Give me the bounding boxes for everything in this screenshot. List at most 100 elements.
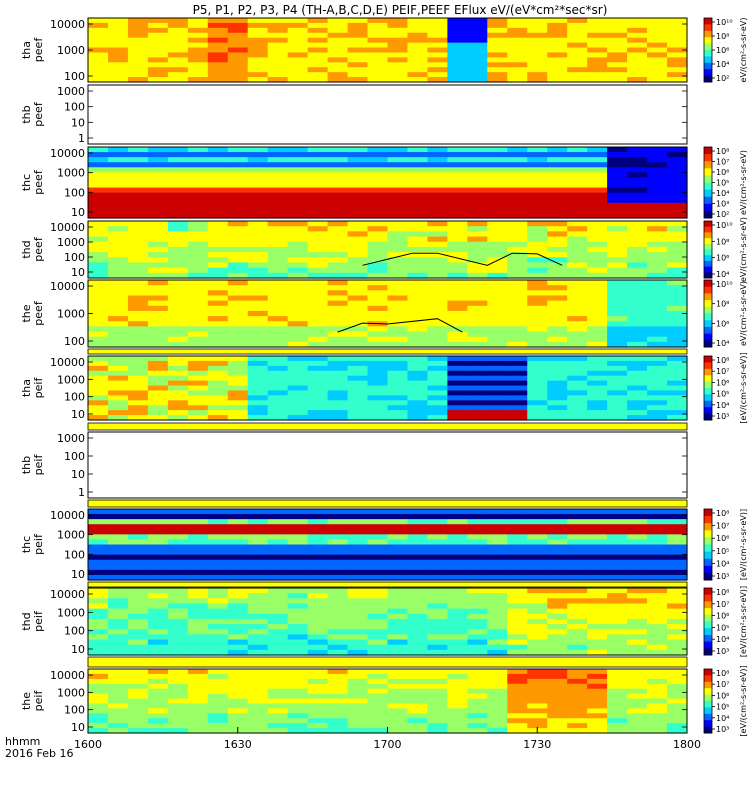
heatmap-cell	[147, 713, 169, 719]
heatmap-cell	[107, 62, 129, 68]
heatmap-cell	[627, 262, 648, 269]
colorbar-tick-label: 10⁶	[716, 254, 729, 263]
heatmap-cell	[207, 728, 229, 734]
heatmap-cell	[167, 182, 189, 189]
heatmap-cell	[627, 341, 648, 348]
heatmap-cell	[567, 221, 588, 227]
heatmap-cell	[547, 290, 568, 297]
heatmap-cell	[167, 683, 189, 690]
heatmap-cell	[447, 197, 468, 204]
heatmap-cell	[247, 67, 269, 73]
heatmap-cell	[607, 380, 628, 387]
heatmap-cell	[627, 569, 648, 576]
heatmap-cell	[147, 728, 169, 734]
heatmap-cell	[447, 207, 468, 214]
heatmap-cell	[147, 395, 169, 401]
heatmap-cell	[427, 549, 448, 556]
heatmap-cell	[307, 290, 329, 297]
heatmap-cell	[107, 678, 129, 685]
heatmap-cell	[507, 588, 528, 594]
heatmap-cell	[527, 316, 548, 322]
heatmap-cell	[127, 62, 149, 68]
heatmap-cell	[267, 683, 289, 690]
heatmap-cell	[447, 395, 468, 401]
x-tick-label: 1630	[224, 738, 252, 751]
heatmap-cell	[587, 673, 608, 680]
heatmap-cell	[207, 688, 229, 695]
heatmap-cell	[607, 321, 628, 327]
heatmap-cell	[447, 598, 468, 605]
heatmap-cell	[247, 37, 269, 44]
heatmap-cell	[607, 639, 628, 646]
heatmap-cell	[487, 723, 508, 729]
heatmap-cell	[207, 356, 229, 362]
heatmap-cell	[547, 698, 568, 705]
colorbar-tick-label: 10³	[716, 572, 729, 581]
heatmap-cell	[367, 405, 389, 411]
heatmap-cell	[167, 272, 189, 279]
heatmap-cell	[88, 703, 109, 709]
heatmap-cell	[647, 603, 668, 610]
heatmap-cell	[307, 300, 329, 307]
heatmap-cell	[467, 514, 488, 520]
heatmap-cell	[88, 593, 109, 599]
heatmap-cell	[307, 67, 329, 73]
heatmap-cell	[647, 574, 668, 581]
heatmap-cell	[627, 713, 648, 719]
heatmap-cell	[647, 683, 668, 690]
heatmap-cell	[647, 593, 668, 599]
heatmap-cell	[287, 187, 309, 194]
heatmap-cell	[647, 365, 668, 372]
heatmap-cell	[567, 152, 588, 158]
heatmap-cell	[247, 723, 269, 729]
heatmap-cell	[147, 177, 169, 184]
heatmap-cell	[407, 509, 429, 515]
heatmap-cell	[207, 246, 229, 253]
heatmap-cell	[567, 693, 588, 700]
heatmap-cell	[467, 300, 488, 307]
heatmap-cell	[627, 683, 648, 690]
heatmap-cell	[447, 285, 468, 291]
heatmap-cell	[167, 618, 189, 625]
y-tick-label: 100	[64, 101, 85, 114]
heatmap-cell	[127, 529, 149, 535]
heatmap-cell	[647, 267, 668, 274]
heatmap-cell	[547, 305, 568, 312]
heatmap-cell	[507, 713, 528, 719]
heatmap-cell	[247, 509, 269, 515]
heatmap-cell	[627, 202, 648, 209]
heatmap-cell	[447, 177, 468, 184]
heatmap-cell	[327, 197, 349, 204]
heatmap-cell	[147, 305, 169, 312]
heatmap-cell	[187, 713, 209, 719]
colorbar-tick-label: 10⁴	[716, 635, 729, 644]
heatmap-cell	[327, 316, 349, 322]
heatmap-cell	[367, 593, 389, 599]
heatmap-cell	[227, 569, 249, 576]
heatmap-cell	[607, 187, 628, 194]
heatmap-cell	[547, 262, 568, 269]
heatmap-cell	[467, 152, 488, 158]
heatmap-cell	[207, 221, 229, 227]
heatmap-cell	[147, 62, 169, 68]
heatmap-cell	[147, 167, 169, 173]
heatmap-cell	[507, 197, 528, 204]
heatmap-cell	[227, 410, 249, 416]
heatmap-cell	[107, 588, 129, 594]
heatmap-cell	[547, 410, 568, 416]
heatmap-cell	[347, 157, 369, 163]
heatmap-cell	[507, 400, 528, 406]
heatmap-cell	[567, 539, 588, 546]
heatmap-cell	[487, 385, 508, 392]
heatmap-cell	[607, 549, 628, 556]
heatmap-cell	[587, 603, 608, 610]
heatmap-cell	[88, 316, 109, 322]
heatmap-cell	[227, 564, 249, 571]
heatmap-cell	[487, 390, 508, 396]
heatmap-cell	[127, 649, 149, 656]
heatmap-cell	[667, 280, 688, 286]
heatmap-cell	[88, 559, 109, 566]
heatmap-cell	[88, 187, 109, 194]
